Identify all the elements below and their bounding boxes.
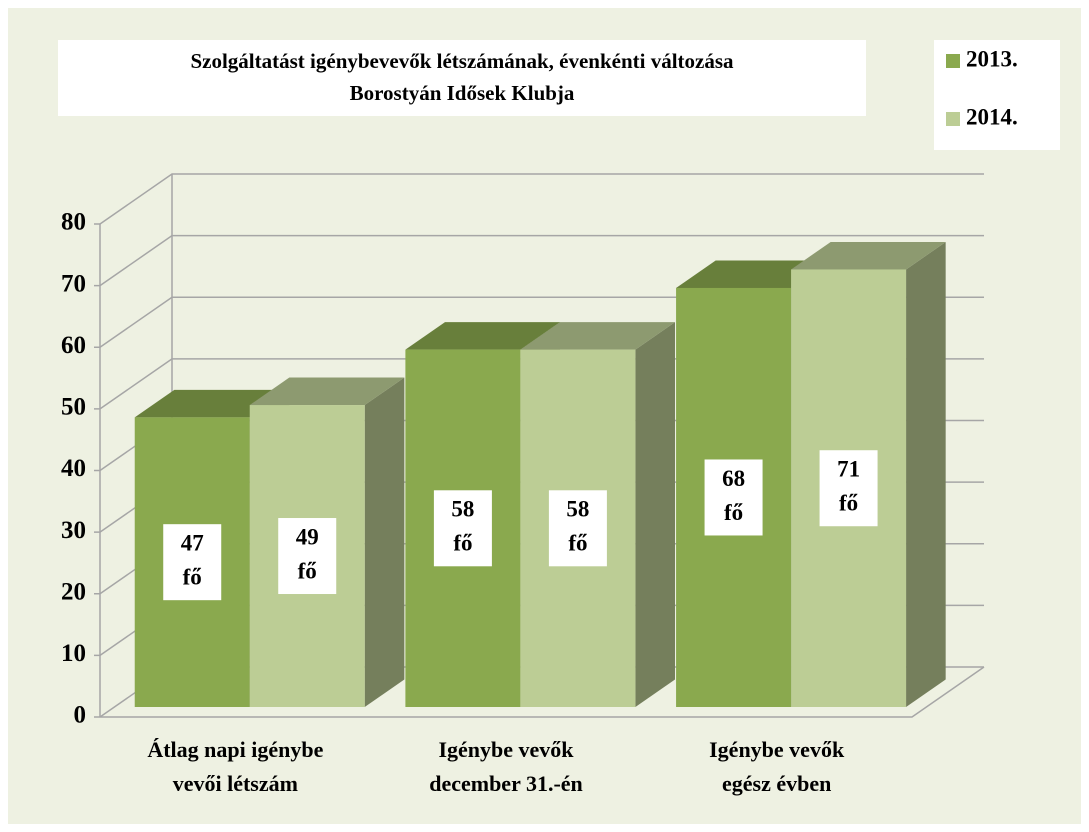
bar-top bbox=[249, 377, 405, 406]
value-label-box bbox=[163, 524, 222, 601]
bar-side bbox=[635, 322, 675, 707]
value-label: 58 bbox=[451, 497, 474, 522]
value-label-box bbox=[278, 518, 337, 595]
value-label: fő bbox=[183, 564, 202, 589]
title-box bbox=[58, 40, 866, 116]
value-label: 58 bbox=[566, 497, 589, 522]
y-tick-label: 50 bbox=[61, 394, 86, 421]
chart-subtitle: Borostyán Idősek Klubja bbox=[350, 81, 575, 105]
value-label: 47 bbox=[181, 530, 204, 555]
y-tick-label: 30 bbox=[61, 517, 86, 544]
y-tick-label: 70 bbox=[61, 270, 86, 297]
value-label-box bbox=[704, 459, 763, 536]
chart-title: Szolgáltatást igénybevevők létszámának, … bbox=[190, 49, 734, 73]
bar-top bbox=[405, 322, 560, 350]
value-label: fő bbox=[839, 491, 858, 516]
bar-top bbox=[791, 241, 946, 270]
value-label-box bbox=[548, 490, 607, 567]
floor-edge bbox=[100, 666, 985, 718]
value-label: 71 bbox=[837, 457, 860, 482]
bar-side bbox=[364, 377, 405, 707]
x-tick-label: Átlag napi igénybe bbox=[147, 737, 323, 762]
x-tick-label: december 31.-én bbox=[429, 771, 583, 796]
value-label-box bbox=[433, 490, 492, 567]
grid-line bbox=[99, 234, 984, 287]
x-tick-label: Igénybe vevők bbox=[709, 737, 845, 762]
value-label: fő bbox=[568, 531, 587, 556]
y-tick-label: 60 bbox=[61, 332, 86, 359]
legend-label: 2013. bbox=[966, 46, 1018, 71]
bar-top bbox=[520, 322, 675, 350]
legend-swatch bbox=[946, 54, 960, 68]
y-tick-label: 20 bbox=[61, 578, 86, 605]
y-tick-label: 0 bbox=[74, 702, 87, 729]
y-tick-label: 80 bbox=[61, 209, 86, 236]
bar-side bbox=[906, 241, 946, 707]
value-label: 68 bbox=[722, 466, 745, 491]
value-label-box bbox=[819, 450, 878, 527]
x-tick-label: egész évben bbox=[722, 771, 831, 796]
y-tick-label: 40 bbox=[61, 455, 86, 482]
value-label: fő bbox=[724, 500, 743, 525]
y-tick-label: 10 bbox=[61, 640, 86, 667]
grid-line bbox=[99, 173, 984, 225]
value-label: fő bbox=[298, 558, 317, 583]
x-tick-label: Igénybe vevők bbox=[438, 737, 574, 762]
value-label: 49 bbox=[296, 524, 319, 549]
legend-label: 2014. bbox=[966, 104, 1018, 129]
x-tick-label: vevői létszám bbox=[173, 771, 298, 796]
value-label: fő bbox=[453, 531, 472, 556]
legend-swatch bbox=[946, 112, 960, 126]
